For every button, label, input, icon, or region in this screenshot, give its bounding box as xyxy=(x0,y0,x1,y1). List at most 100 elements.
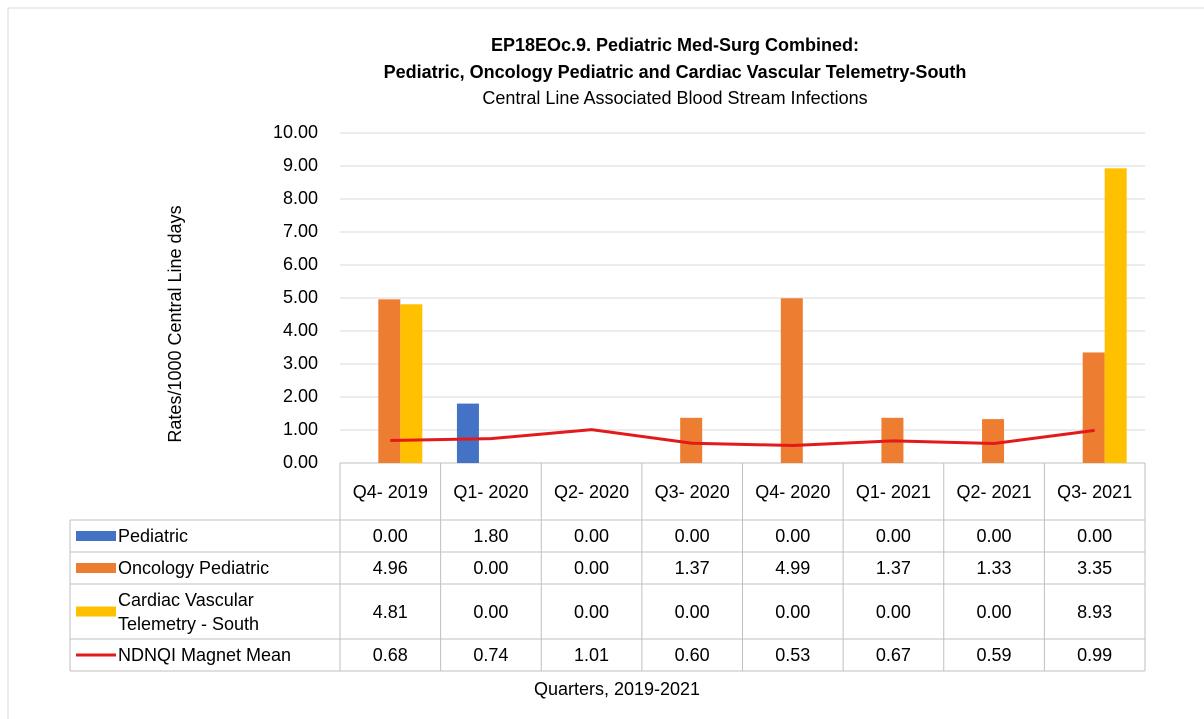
table-value-text: 0.00 xyxy=(674,526,710,546)
table-value: 0.00 xyxy=(1044,520,1145,552)
x-axis-title: Quarters, 2019-2021 xyxy=(534,679,700,699)
table-value-text: 0.53 xyxy=(775,645,811,665)
table-value: 3.35 xyxy=(1044,552,1145,584)
table-value-text: 3.35 xyxy=(1077,558,1113,578)
table-value-text: 0.00 xyxy=(875,601,911,622)
table-value-text: 0.00 xyxy=(674,601,710,622)
y-tick-label: 6.00 xyxy=(283,254,318,274)
table-value: 1.01 xyxy=(541,639,642,671)
table-value-text: 0.00 xyxy=(976,526,1012,546)
chart-title: Pediatric, Oncology Pediatric and Cardia… xyxy=(384,62,967,82)
y-tick-label: 0.00 xyxy=(283,452,318,472)
legend-label-text: Cardiac Vascular Telemetry - South xyxy=(118,589,260,634)
table-value: 0.68 xyxy=(340,639,441,671)
y-tick-label: 9.00 xyxy=(283,155,318,175)
chart-subtitle: Central Line Associated Blood Stream Inf… xyxy=(482,88,867,108)
table-value-text: 4.81 xyxy=(372,601,408,622)
table-value-text: 0.00 xyxy=(473,601,509,622)
table-value: 4.99 xyxy=(743,552,844,584)
table-value: 1.37 xyxy=(843,552,944,584)
table-value-text: 0.00 xyxy=(574,601,610,622)
y-axis-title: Rates/1000 Central Line days xyxy=(165,205,185,442)
x-tick-label-text: Q1- 2020 xyxy=(453,481,529,502)
x-tick-label: Q4- 2020 xyxy=(743,463,844,520)
bar xyxy=(1082,352,1105,463)
legend-label: NDNQI Magnet Mean xyxy=(118,639,333,671)
y-tick-label: 4.00 xyxy=(283,320,318,340)
table-value-text: 0.74 xyxy=(473,645,509,665)
x-tick-label: Q3- 2021 xyxy=(1044,463,1145,520)
legend-swatch xyxy=(76,531,116,541)
chart-title: EP18EOc.9. Pediatric Med-Surg Combined: xyxy=(491,35,859,55)
table-value-text: 0.00 xyxy=(775,601,811,622)
x-tick-label: Q1- 2020 xyxy=(441,463,542,520)
table-value-text: 0.00 xyxy=(473,558,509,578)
legend-label-text: Pediatric xyxy=(118,526,189,546)
bar xyxy=(378,299,401,463)
frame xyxy=(7,7,1204,719)
legend-swatch xyxy=(76,563,116,573)
x-tick-label: Q3- 2020 xyxy=(642,463,743,520)
table-value-text: 1.37 xyxy=(674,558,710,578)
table-value: 0.00 xyxy=(441,584,542,639)
y-tick-label: 7.00 xyxy=(283,221,318,241)
bar xyxy=(780,298,803,463)
line xyxy=(390,428,1095,448)
x-tick-label-text: Q2- 2020 xyxy=(554,481,630,502)
table-value-text: 0.00 xyxy=(372,526,408,546)
table-value: 0.00 xyxy=(340,520,441,552)
table-value: 0.00 xyxy=(642,520,743,552)
table-value: 0.59 xyxy=(944,639,1045,671)
legend-label: Pediatric xyxy=(118,520,333,552)
table-value-text: 1.80 xyxy=(473,526,509,546)
table-value-text: 4.99 xyxy=(775,558,811,578)
y-tick-label: 5.00 xyxy=(283,287,318,307)
table-value: 0.00 xyxy=(541,520,642,552)
table-value: 0.53 xyxy=(743,639,844,671)
table-value-text: 8.93 xyxy=(1077,601,1113,622)
table-value-text: 0.00 xyxy=(875,526,911,546)
table-value-text: 0.68 xyxy=(372,645,408,665)
table-value: 0.00 xyxy=(944,520,1045,552)
y-tick-label: 10.00 xyxy=(273,122,318,142)
bar xyxy=(456,403,479,463)
table-value: 0.00 xyxy=(541,584,642,639)
legend-label-text: NDNQI Magnet Mean xyxy=(118,645,292,665)
x-tick-label: Q4- 2019 xyxy=(340,463,441,520)
table-value-text: 1.33 xyxy=(976,558,1012,578)
table-value: 0.00 xyxy=(944,584,1045,639)
table-value-text: 0.59 xyxy=(976,645,1012,665)
table-value: 1.33 xyxy=(944,552,1045,584)
table-value-text: 0.00 xyxy=(574,558,610,578)
table-value-text: 1.01 xyxy=(574,645,610,665)
table-value: 0.00 xyxy=(743,520,844,552)
table-value-text: 0.00 xyxy=(976,601,1012,622)
y-tick-label: 2.00 xyxy=(283,386,318,406)
legend-label: Oncology Pediatric xyxy=(118,552,333,584)
table-value-text: 0.67 xyxy=(875,645,911,665)
table-value: 8.93 xyxy=(1044,584,1145,639)
y-tick-label: 1.00 xyxy=(283,419,318,439)
legend-swatch xyxy=(76,606,116,617)
table-value-text: 4.96 xyxy=(372,558,408,578)
table-value: 0.60 xyxy=(642,639,743,671)
x-tick-label: Q2- 2020 xyxy=(541,463,642,520)
table-value-text: 0.99 xyxy=(1077,645,1113,665)
table-value-text: 0.00 xyxy=(1077,526,1113,546)
x-tick-label-text: Q4- 2020 xyxy=(755,481,831,502)
table-value-text: 0.00 xyxy=(775,526,811,546)
y-tick-label: 8.00 xyxy=(283,188,318,208)
table-value: 0.74 xyxy=(441,639,542,671)
x-tick-label-text: Q4- 2019 xyxy=(352,481,428,502)
table-value: 4.96 xyxy=(340,552,441,584)
x-tick-label-text: Q3- 2021 xyxy=(1057,481,1133,502)
x-tick-label: Q2- 2021 xyxy=(944,463,1045,520)
table-value-text: 1.37 xyxy=(875,558,911,578)
legend-label-text: Oncology Pediatric xyxy=(118,558,270,578)
x-tick-label-text: Q3- 2020 xyxy=(654,481,730,502)
table-value: 0.99 xyxy=(1044,639,1145,671)
table-value: 0.00 xyxy=(642,584,743,639)
table-value: 0.67 xyxy=(843,639,944,671)
bar xyxy=(400,304,423,463)
